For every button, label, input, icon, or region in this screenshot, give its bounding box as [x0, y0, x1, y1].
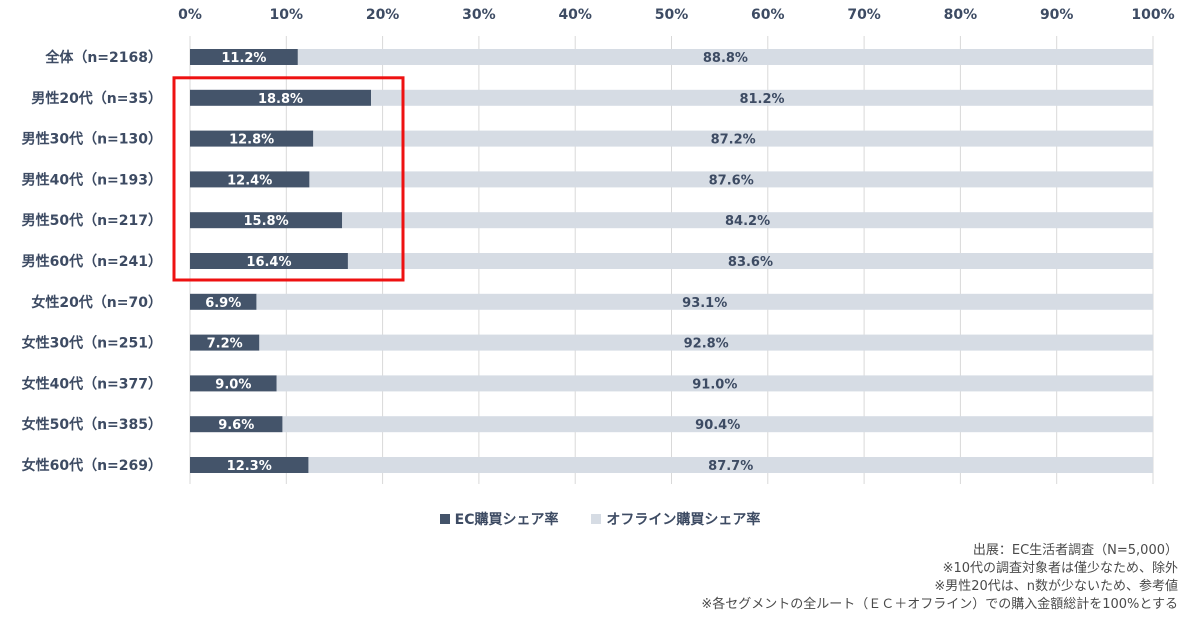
bar-offline [347, 253, 1153, 269]
stacked-bar-chart: 0% 10% 20% 30% 40% 50% 60% 70% 80% 90% 100% 全体（n=21… [22, 7, 1175, 484]
legend-item-offline: オフライン購買シェア率 [591, 509, 760, 529]
bar-ec [190, 49, 298, 65]
category-label: 女性30代（n=251） [22, 335, 162, 352]
x-tick-label: 100% [1131, 7, 1174, 23]
x-tick-label: 0% [178, 7, 202, 23]
category-label: 男性30代（n=130） [22, 131, 162, 148]
legend-label-ec: EC購買シェア率 [454, 512, 559, 528]
data-label-offline: 88.8% [703, 51, 748, 66]
data-label-ec: 16.4% [246, 255, 291, 270]
data-label-offline: 87.2% [711, 133, 756, 148]
bar-offline [259, 334, 1153, 351]
data-label-ec: 11.2% [221, 51, 266, 66]
legend-swatch-ec [439, 514, 450, 524]
legend-item-ec: EC購買シェア率 [439, 509, 559, 529]
x-tick-label: 90% [1040, 7, 1074, 23]
category-label: 男性40代（n=193） [22, 171, 162, 188]
data-label-ec: 12.3% [227, 459, 272, 474]
data-label-ec: 7.2% [207, 337, 243, 352]
legend-swatch-offline [591, 514, 602, 524]
data-label-offline: 83.6% [728, 255, 773, 270]
category-label: 女性60代（n=269） [22, 457, 162, 474]
category-label: 男性50代（n=217） [22, 212, 162, 229]
bar-ec [190, 130, 314, 147]
category-label: 全体（n=2168） [44, 49, 162, 66]
legend-label-offline: オフライン購買シェア率 [606, 512, 761, 528]
bar-ec [190, 375, 277, 392]
category-label: 女性50代（n=385） [22, 416, 162, 433]
footnote-total: ※各セグメントの全ルート（ＥＣ＋オフライン）での購入金額総計を100%とする [701, 597, 1178, 612]
x-tick-label: 80% [944, 7, 978, 23]
bar-ec [190, 334, 260, 351]
highlight-box [172, 76, 405, 282]
bar-ec [190, 293, 257, 310]
bar-ec [190, 253, 348, 269]
source-note: 出展：EC生活者調査（N=5,000） [972, 543, 1178, 558]
x-tick-label: 10% [270, 7, 304, 23]
data-label-offline: 92.8% [684, 337, 729, 352]
data-label-ec: 6.9% [205, 296, 241, 311]
data-label-ec: 12.8% [229, 133, 274, 148]
bar-offline [342, 212, 1153, 229]
data-label-ec: 9.6% [218, 418, 254, 433]
data-label-ec: 15.8% [244, 214, 289, 229]
bar-ec [190, 416, 283, 433]
data-label-offline: 81.2% [739, 92, 784, 107]
bar-offline [276, 375, 1153, 392]
data-label-offline: 93.1% [682, 296, 727, 311]
data-label-offline: 90.4% [695, 418, 740, 433]
x-tick-label: 40% [558, 7, 592, 23]
footnote-male20s: ※男性20代は、n数が少ないため、参考値 [934, 579, 1178, 594]
legend: EC購買シェア率 オフライン購買シェア率 [0, 509, 1200, 529]
x-tick-label: 30% [462, 7, 496, 23]
category-label: 男性20代（n=35） [31, 90, 162, 107]
bar-ec [190, 171, 310, 188]
category-label: 男性60代（n=241） [22, 253, 162, 270]
data-label-offline: 87.6% [709, 173, 754, 188]
data-label-offline: 91.0% [692, 377, 737, 392]
data-label-ec: 12.4% [227, 173, 272, 188]
x-tick-label: 70% [847, 7, 881, 23]
data-label-offline: 87.7% [708, 459, 753, 474]
footnote-teens: ※10代の調査対象者は僅少なため、除外 [942, 561, 1178, 576]
bar-offline [282, 416, 1153, 433]
bar-ec [190, 89, 372, 106]
data-label-ec: 18.8% [258, 92, 303, 107]
data-label-ec: 9.0% [215, 377, 251, 392]
bar-offline [297, 49, 1154, 65]
x-tick-label: 50% [655, 7, 689, 23]
bar-offline [313, 130, 1153, 147]
bar-offline [308, 457, 1154, 473]
x-tick-label: 60% [751, 7, 785, 23]
bar-offline [256, 293, 1153, 310]
category-label: 女性40代（n=377） [22, 375, 162, 392]
bar-ec [190, 212, 343, 229]
x-tick-label: 20% [366, 7, 400, 23]
bar-offline [371, 89, 1153, 106]
bar-offline [309, 171, 1153, 188]
data-label-offline: 84.2% [725, 214, 770, 229]
footnotes: 出展：EC生活者調査（N=5,000） ※10代の調査対象者は僅少なため、除外 … [701, 542, 1178, 614]
category-label: 女性20代（n=70） [31, 294, 162, 311]
bar-ec [190, 457, 309, 473]
